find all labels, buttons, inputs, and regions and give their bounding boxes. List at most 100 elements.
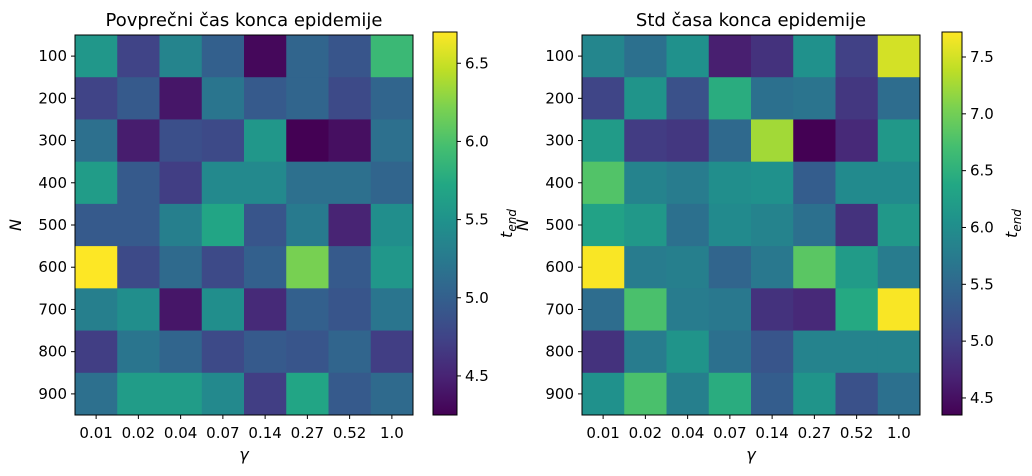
x-tick-label: 0.02	[629, 424, 662, 442]
heatmap-cell	[624, 35, 667, 78]
x-tick-label: 0.04	[671, 424, 704, 442]
colorbar-tick-label: 5.5	[465, 211, 489, 229]
colorbar-label-subscript: end	[505, 209, 519, 232]
heatmap-cell	[286, 77, 329, 120]
heatmap-cell	[117, 288, 160, 332]
heatmap-cell	[582, 161, 625, 205]
x-tick-label: 0.14	[755, 424, 788, 442]
heatmap-cell	[835, 35, 879, 78]
heatmap-cell	[201, 372, 245, 416]
colorbar-label-subscript: end	[1010, 209, 1024, 232]
heatmap-cell	[159, 203, 203, 247]
heatmap-cell	[117, 203, 160, 247]
heatmap-cell	[751, 246, 794, 289]
colorbar-label: tend	[1002, 209, 1024, 238]
y-tick-label: 100	[545, 47, 574, 65]
colorbar-tick-label: 6.5	[465, 54, 489, 72]
heatmap-cell	[582, 35, 625, 78]
heatmap-cell	[286, 119, 329, 163]
heatmap-cell	[370, 35, 414, 78]
heatmap-cell	[244, 119, 287, 163]
heatmap-cell	[793, 203, 836, 247]
heatmap-cell	[286, 161, 329, 205]
heatmap-cell	[793, 35, 836, 78]
heatmap-panel-2: Std časa konca epidemije 0.01 0.02 0.04 0.07…	[513, 10, 1024, 464]
x-axis-label: γ	[239, 445, 250, 464]
colorbar-tick-label: 6.0	[970, 218, 994, 236]
y-tick-label: 600	[545, 258, 574, 276]
heatmap-cell	[793, 330, 836, 374]
x-tick-label: 0.52	[840, 424, 873, 442]
y-tick-label: 200	[545, 89, 574, 107]
heatmap-cell	[328, 288, 372, 332]
heatmap-cell	[877, 77, 921, 120]
colorbar-label-main: t	[497, 231, 516, 238]
heatmap-cell	[708, 288, 752, 332]
y-axis-label: N	[513, 219, 532, 231]
heatmap-cell	[370, 77, 414, 120]
x-tick-label: 0.14	[248, 424, 281, 442]
heatmap-cell	[793, 372, 836, 416]
heatmap-cell	[793, 77, 836, 120]
heatmap-cell	[159, 35, 203, 78]
heatmap-cell	[244, 372, 287, 416]
heatmap-cell	[877, 203, 921, 247]
heatmap-cell	[117, 35, 160, 78]
heatmap-cell	[328, 119, 372, 163]
heatmap-cell	[835, 161, 879, 205]
x-tick-label: 0.27	[291, 424, 324, 442]
y-tick-label: 900	[38, 385, 67, 403]
heatmap-cell	[159, 246, 203, 289]
heatmap-cell	[328, 35, 372, 78]
heatmap-cell	[835, 372, 879, 416]
heatmap-cell	[159, 372, 203, 416]
y-tick-label: 300	[38, 132, 67, 150]
heatmap-cell	[624, 77, 667, 120]
heatmap-cell	[751, 288, 794, 332]
heatmap-cell	[244, 246, 287, 289]
heatmap-cell	[624, 372, 667, 416]
heatmap-cell	[835, 330, 879, 374]
heatmap-cell	[877, 35, 921, 78]
heatmap-cell	[370, 161, 414, 205]
heatmap-cell	[666, 246, 710, 289]
heatmap-cell	[708, 372, 752, 416]
heatmap-cell	[793, 246, 836, 289]
colorbar-tick-label: 5.5	[970, 275, 994, 293]
heatmap-cell	[877, 330, 921, 374]
heatmap-cell	[328, 161, 372, 205]
colorbar: 4.5 5.0 5.5 6.0 6.5 tend	[432, 31, 519, 416]
colorbar-tick-label: 7.5	[970, 48, 994, 66]
heatmap-cell	[624, 119, 667, 163]
heatmap-cell	[201, 161, 245, 205]
x-tick-label: 0.07	[713, 424, 746, 442]
x-tick-label: 1.0	[380, 424, 404, 442]
y-tick-label: 100	[38, 47, 67, 65]
heatmap-cell	[201, 246, 245, 289]
x-axis-label: γ	[746, 445, 757, 464]
heatmap-cell	[666, 330, 710, 374]
colorbar-label-main: t	[1002, 231, 1021, 238]
heatmap-cell	[75, 288, 118, 332]
heatmap-cell	[159, 119, 203, 163]
heatmap-cell	[117, 161, 160, 205]
heatmap-cell	[835, 119, 879, 163]
colorbar-bar	[432, 31, 458, 416]
heatmap-cell	[328, 246, 372, 289]
y-tick-label: 800	[545, 343, 574, 361]
heatmap-cell	[793, 288, 836, 332]
heatmap-cell	[244, 288, 287, 332]
heatmap-cell	[751, 203, 794, 247]
heatmap-cell	[666, 203, 710, 247]
heatmap-cell	[582, 246, 625, 289]
heatmap-cell	[159, 288, 203, 332]
y-axis-label: N	[6, 219, 25, 231]
heatmap-cell	[582, 330, 625, 374]
heatmap-cell	[666, 119, 710, 163]
y-tick-label: 800	[38, 343, 67, 361]
heatmap-cell	[244, 35, 287, 78]
heatmap-cell	[708, 119, 752, 163]
colorbar-tick-label: 5.0	[465, 289, 489, 307]
heatmap-cell	[624, 161, 667, 205]
